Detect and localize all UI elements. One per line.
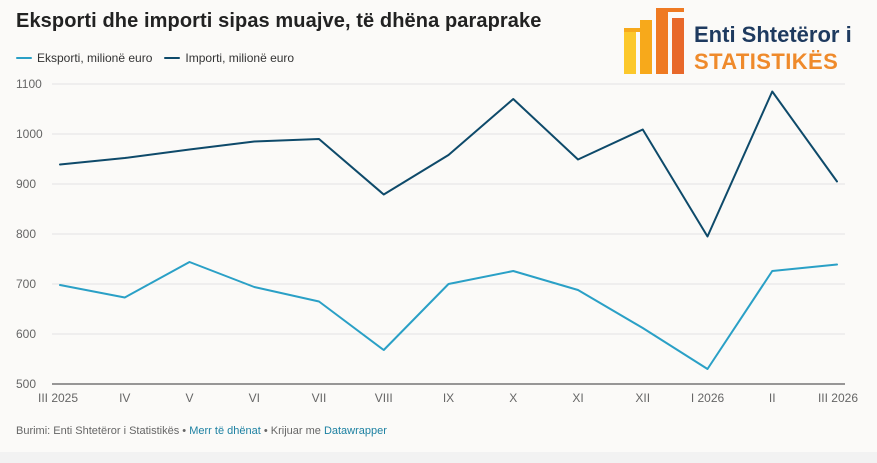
logo-text-line1: Enti Shtetëror i	[694, 22, 852, 47]
y-tick-label: 1000	[16, 127, 43, 141]
x-tick-label: XII	[635, 391, 650, 405]
legend-swatch-import	[164, 57, 181, 59]
legend-label-import: Importi, milionë euro	[185, 51, 295, 65]
logo-text-line2: STATISTIKËS	[694, 49, 839, 74]
x-tick-label: V	[185, 391, 193, 405]
series-line-export	[59, 261, 838, 370]
chart-title: Eksporti dhe importi sipas muajve, të dh…	[16, 10, 542, 32]
x-tick-label: VIII	[375, 391, 393, 405]
series-line-import	[59, 90, 838, 238]
y-tick-label: 1100	[16, 77, 42, 91]
footer-separator: •	[263, 425, 268, 437]
chart-legend: Eksporti, milionë euro Importi, milionë …	[16, 51, 294, 65]
legend-swatch-export	[16, 57, 32, 59]
x-tick-label: X	[509, 391, 517, 405]
legend-item-export: Eksporti, milionë euro	[16, 51, 152, 65]
legend-label-export: Eksporti, milionë euro	[37, 51, 153, 65]
y-tick-label: 500	[16, 377, 36, 391]
y-tick-label: 800	[16, 227, 36, 241]
x-tick-label: IV	[119, 391, 130, 405]
get-data-link[interactable]: Merr të dhënat	[189, 425, 261, 437]
bottom-bar	[0, 452, 877, 463]
footer-separator: •	[182, 425, 187, 437]
y-tick-label: 700	[16, 277, 36, 291]
instat-logo: Enti Shtetëror i STATISTIKËS	[620, 8, 870, 76]
legend-item-import: Importi, milionë euro	[164, 51, 294, 65]
x-tick-label: XI	[572, 391, 583, 405]
y-tick-label: 900	[16, 177, 36, 191]
x-tick-label: VII	[312, 391, 327, 405]
line-chart: 500 600 700 800 900 1000 1100 III 2025 IV V VI VII V…	[16, 77, 858, 405]
x-tick-label: III 2025	[38, 391, 78, 405]
x-tick-label: III 2026	[818, 391, 858, 405]
footer-source: Burimi: Enti Shtetëror i Statistikës	[16, 425, 180, 437]
datawrapper-link[interactable]: Datawrapper	[323, 425, 387, 437]
x-tick-label: II	[769, 391, 776, 405]
y-tick-label: 600	[16, 327, 36, 341]
instat-logo-mark-icon	[624, 8, 684, 74]
x-tick-label: IX	[443, 391, 454, 405]
chart-footer: Burimi: Enti Shtetëror i Statistikës • M…	[16, 425, 387, 437]
x-tick-label: I 2026	[691, 391, 725, 405]
x-tick-label: VI	[249, 391, 260, 405]
footer-created-with: Krijuar me	[270, 425, 321, 437]
